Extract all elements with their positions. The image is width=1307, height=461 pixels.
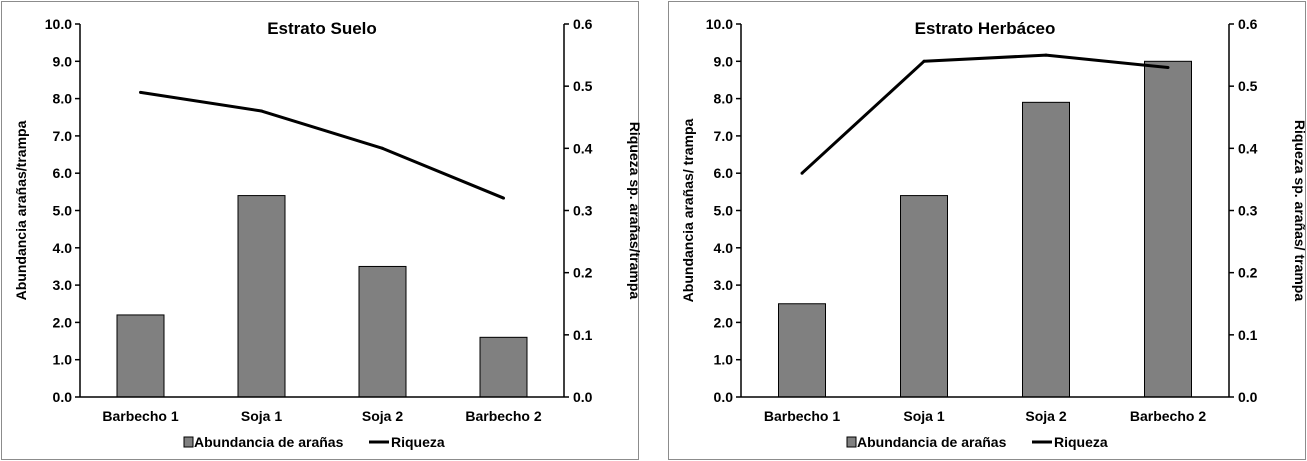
riqueza-point-soja-2 xyxy=(1044,53,1048,57)
bar-soja-2 xyxy=(1022,101,1070,398)
right-tick-label: 0.6 xyxy=(573,16,593,32)
x-tick-label: Soja 1 xyxy=(903,408,944,424)
left-tick-label: 3.0 xyxy=(53,277,73,293)
x-tick-label: Barbecho 1 xyxy=(764,408,840,424)
left-tick-label: 4.0 xyxy=(714,240,734,256)
riqueza-point-soja-1 xyxy=(922,59,926,63)
x-tick-label: Soja 2 xyxy=(1025,408,1066,424)
y2-axis-label: Riqueza sp. arañas/ trampa xyxy=(1292,120,1307,302)
x-tick-label: Soja 1 xyxy=(241,408,282,424)
left-tick-label: 1.0 xyxy=(53,352,73,368)
legend-label-abundancia: Abundancia de arañas xyxy=(857,434,1007,450)
bar-barbecho-1 xyxy=(778,303,826,398)
riqueza-point-barbecho-1 xyxy=(139,90,142,94)
x-tick-label: Barbecho 1 xyxy=(102,408,178,424)
left-tick-label: 10.0 xyxy=(45,16,72,32)
left-tick-label: 6.0 xyxy=(714,165,734,181)
left-tick-label: 9.0 xyxy=(53,53,73,69)
left-tick-label: 7.0 xyxy=(53,128,73,144)
legend-label-riqueza: Riqueza xyxy=(1054,434,1108,450)
y-axis-label: Abundancia arañas/ trampa xyxy=(680,118,696,302)
chart-svg-estrato-herbaceo: 0.0 1.0 2.0 3.0 4.0 5.0 6.0 7.0 8.0 9.0 10.0 0.0 0.1… xyxy=(668,1,1307,460)
x-tick-label: Barbecho 2 xyxy=(465,408,541,424)
chart-area-border xyxy=(668,1,1306,460)
right-tick-label: 0.5 xyxy=(573,78,593,94)
right-tick-label: 0.0 xyxy=(573,389,593,405)
left-tick-label: 3.0 xyxy=(714,277,734,293)
right-tick-label: 0.2 xyxy=(573,265,593,281)
right-tick-label: 0.1 xyxy=(1238,327,1258,343)
riqueza-point-barbecho-2 xyxy=(502,196,505,200)
chart-title: Estrato Suelo xyxy=(267,19,377,38)
right-tick-label: 0.2 xyxy=(1238,265,1258,281)
chart-title: Estrato Herbáceo xyxy=(915,19,1056,38)
bar-soja-1 xyxy=(237,195,286,398)
chart-svg-estrato-suelo: 0.0 1.0 2.0 3.0 4.0 5.0 6.0 7.0 8.0 9.0 10.0 0.0 0.1… xyxy=(1,1,640,460)
y2-axis-label: Riqueza sp. arañas/trampa xyxy=(627,122,640,300)
bar-soja-1 xyxy=(900,195,948,398)
left-tick-label: 8.0 xyxy=(53,91,73,107)
legend-swatch-abundancia xyxy=(846,436,857,448)
right-tick-label: 0.1 xyxy=(573,327,593,343)
left-tick-label: 2.0 xyxy=(53,314,73,330)
riqueza-line xyxy=(800,53,1169,175)
bar-barbecho-2 xyxy=(1144,60,1192,398)
x-tick-label: Barbecho 2 xyxy=(1130,408,1206,424)
left-tick-label: 7.0 xyxy=(714,128,734,144)
left-tick-label: 4.0 xyxy=(53,240,73,256)
right-tick-label: 0.4 xyxy=(1238,140,1258,156)
chart-area-border xyxy=(1,1,639,460)
legend-swatch-abundancia xyxy=(183,436,194,448)
riqueza-point-soja-2 xyxy=(381,146,384,150)
left-tick-label: 6.0 xyxy=(53,165,73,181)
left-tick-label: 5.0 xyxy=(714,203,734,219)
right-tick-label: 0.3 xyxy=(573,203,593,219)
bar-barbecho-2 xyxy=(479,336,528,398)
left-tick-label: 1.0 xyxy=(714,352,734,368)
riqueza-line xyxy=(140,90,505,200)
right-tick-label: 0.6 xyxy=(1238,16,1258,32)
left-tick-label: 5.0 xyxy=(53,203,73,219)
left-tick-label: 10.0 xyxy=(706,16,733,32)
left-tick-label: 0.0 xyxy=(53,389,73,405)
right-tick-label: 0.0 xyxy=(1238,389,1258,405)
left-tick-label: 0.0 xyxy=(714,389,734,405)
riqueza-point-soja-1 xyxy=(260,109,263,113)
bar-soja-2 xyxy=(358,265,407,398)
left-tick-label: 8.0 xyxy=(714,91,734,107)
right-tick-label: 0.4 xyxy=(573,140,593,156)
chart-panel-estrato-herbaceo: 0.0 1.0 2.0 3.0 4.0 5.0 6.0 7.0 8.0 9.0 10.0 0.0 0.1… xyxy=(667,0,1307,461)
right-tick-label: 0.3 xyxy=(1238,203,1258,219)
chart-panel-estrato-suelo: 0.0 1.0 2.0 3.0 4.0 5.0 6.0 7.0 8.0 9.0 10.0 0.0 0.1… xyxy=(0,0,640,461)
y-axis-label: Abundancia arañas/trampa xyxy=(13,120,29,300)
legend-label-abundancia: Abundancia de arañas xyxy=(194,434,344,450)
left-tick-label: 9.0 xyxy=(714,53,734,69)
riqueza-point-barbecho-1 xyxy=(800,171,804,175)
legend-label-riqueza: Riqueza xyxy=(391,434,445,450)
riqueza-point-barbecho-2 xyxy=(1166,66,1170,70)
x-tick-label: Soja 2 xyxy=(362,408,403,424)
left-tick-label: 2.0 xyxy=(714,314,734,330)
bar-barbecho-1 xyxy=(116,314,165,398)
right-tick-label: 0.5 xyxy=(1238,78,1258,94)
